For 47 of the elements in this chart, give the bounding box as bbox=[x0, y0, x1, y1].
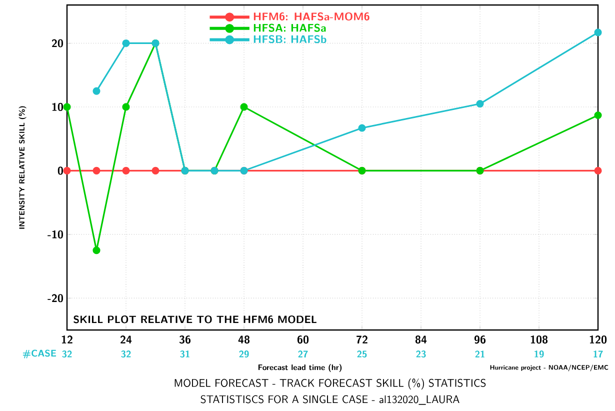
text: 29 bbox=[239, 350, 249, 358]
x-tick-label: 120 bbox=[590, 336, 607, 344]
y-tick-label: -20 bbox=[48, 294, 63, 302]
point bbox=[594, 166, 602, 174]
x-tick-label: 24 bbox=[120, 336, 132, 344]
point bbox=[594, 28, 602, 36]
annotation: SKILL PLOT RELATIVE TO THE HFM6 MODEL bbox=[74, 316, 316, 324]
point bbox=[594, 111, 602, 120]
point bbox=[358, 124, 366, 132]
legend-label: HFM6: HAFSa-MOM6 bbox=[254, 12, 370, 21]
point bbox=[63, 103, 71, 111]
point bbox=[240, 103, 248, 111]
text: 23 bbox=[416, 350, 426, 358]
text: MODEL FORECAST - TRACK FORECAST SKILL (%) STATISTICS bbox=[174, 378, 486, 390]
text: 32 bbox=[62, 350, 72, 358]
text: #CASE bbox=[22, 350, 56, 358]
x-tick-label: 36 bbox=[179, 336, 191, 344]
point bbox=[63, 166, 71, 174]
text: 21 bbox=[475, 350, 484, 358]
text: 27 bbox=[298, 350, 308, 358]
y-tick-label: 0 bbox=[58, 166, 63, 175]
point bbox=[122, 166, 130, 174]
x-tick-label: 108 bbox=[530, 336, 548, 344]
point bbox=[122, 103, 130, 111]
y-tick-label: -10 bbox=[48, 230, 63, 238]
point bbox=[92, 246, 100, 254]
x-tick-label: 96 bbox=[474, 336, 486, 344]
point bbox=[92, 87, 100, 95]
legend-label: HFSB: HAFSb bbox=[254, 35, 326, 44]
legend-label: HFSA: HAFSa bbox=[254, 24, 326, 32]
y-tick-label: 10 bbox=[52, 102, 63, 111]
x-tick-label: 48 bbox=[238, 336, 250, 344]
x-tick-label: 72 bbox=[356, 336, 368, 344]
text: 32 bbox=[121, 350, 131, 358]
point bbox=[122, 39, 130, 48]
text: 17 bbox=[594, 350, 603, 358]
x-tick-label: 12 bbox=[62, 336, 72, 344]
text: 19 bbox=[534, 350, 544, 358]
x-tick-label: 60 bbox=[297, 336, 309, 344]
text: 25 bbox=[357, 350, 367, 358]
point bbox=[92, 166, 100, 174]
x-tick-label: 84 bbox=[415, 336, 427, 344]
point bbox=[476, 100, 484, 108]
y-tick-label: 20 bbox=[52, 39, 63, 48]
text: STATISTISCS FOR A SINGLE CASE - al132020_LAURA bbox=[200, 395, 460, 405]
text: 31 bbox=[180, 350, 190, 358]
point bbox=[152, 166, 160, 174]
